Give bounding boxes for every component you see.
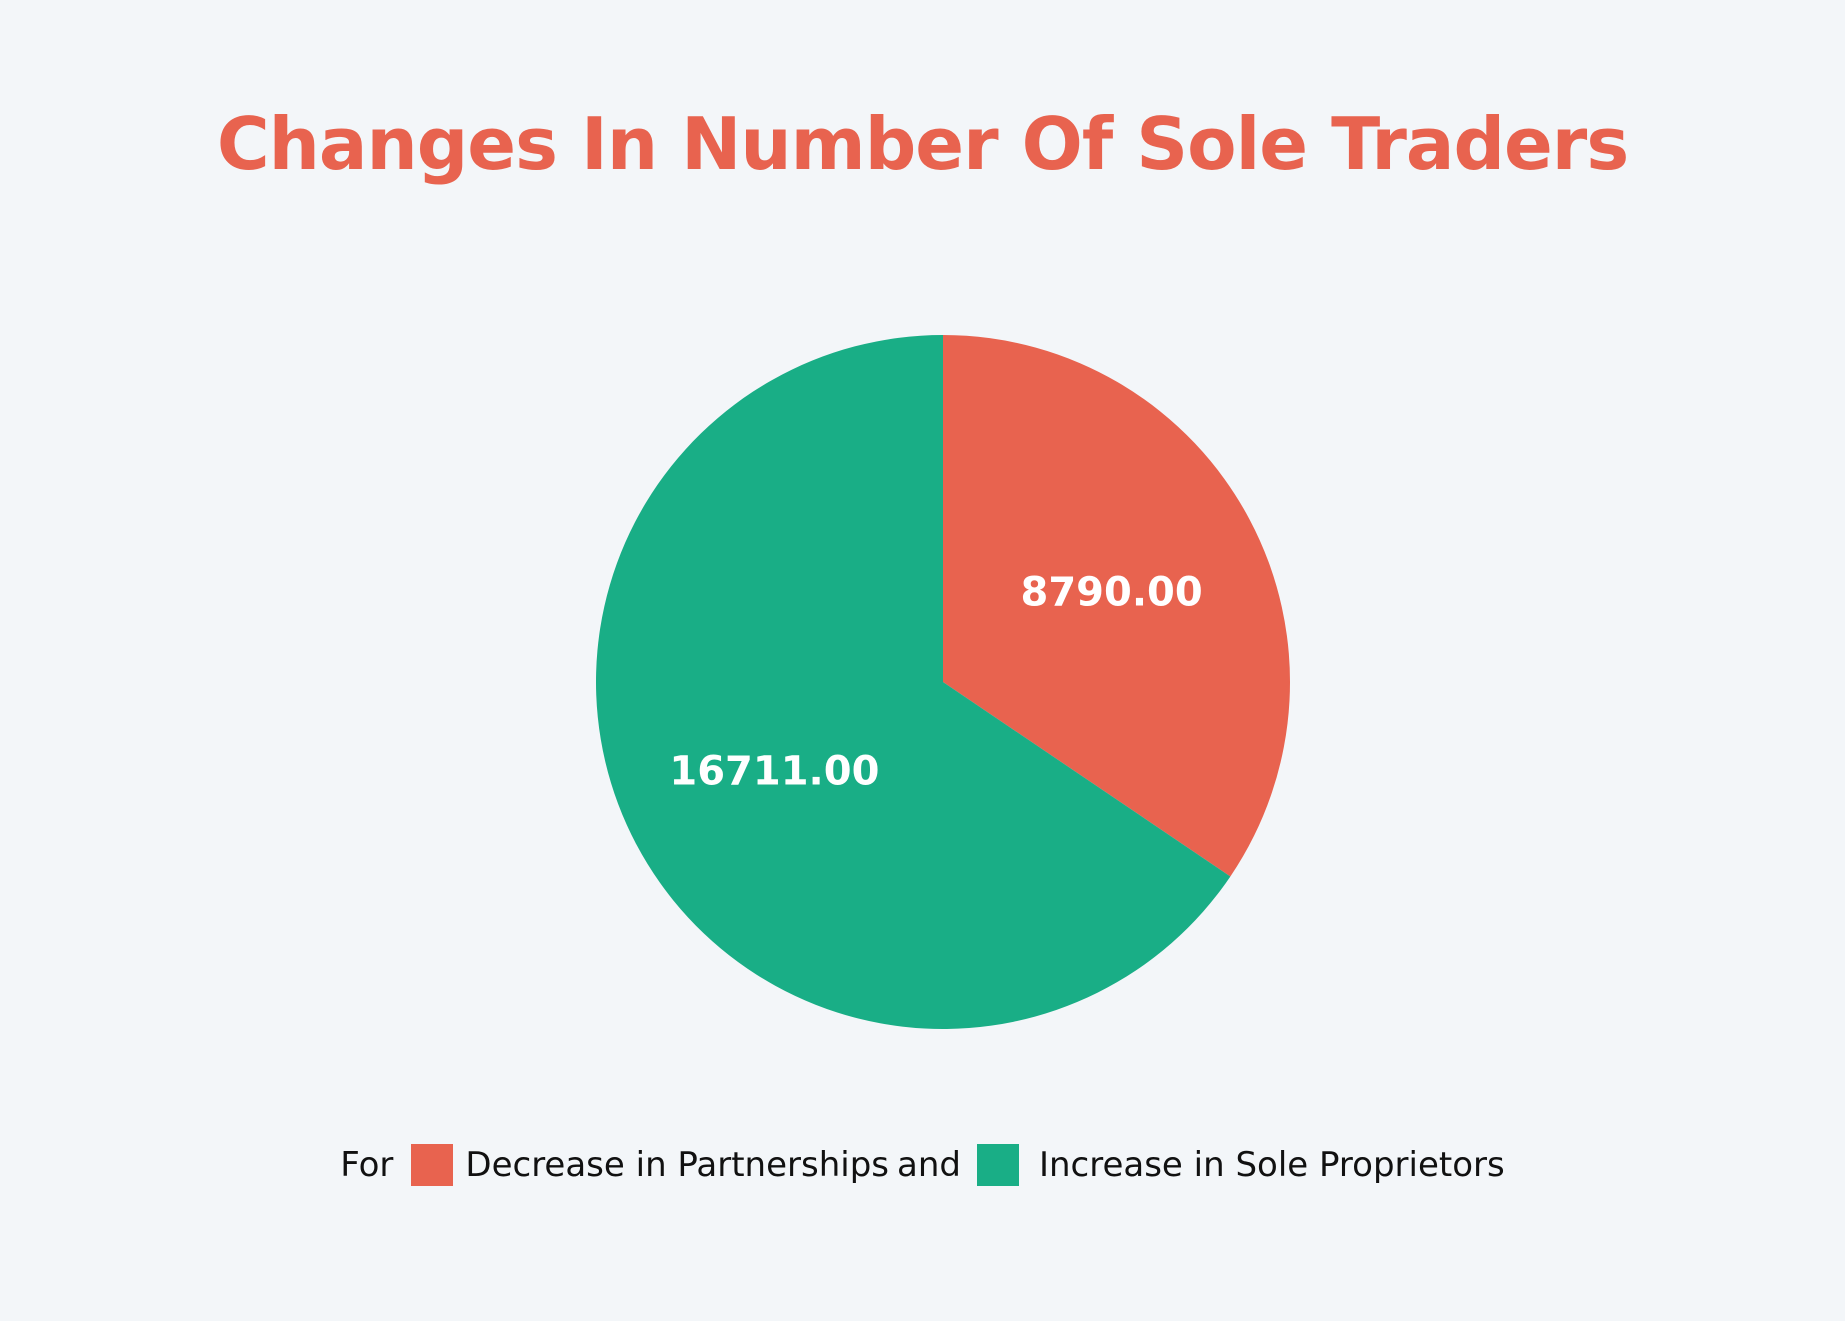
- slice-label-increase-in-sole-proprietors: 16711.00: [669, 748, 879, 794]
- chart-title: Changes In Number Of Sole Traders: [216, 102, 1629, 186]
- legend-prefix: For: [340, 1145, 394, 1185]
- legend-joiner: and: [897, 1145, 961, 1185]
- legend-swatch-decrease-in-partnerships: [411, 1144, 454, 1186]
- legend-item-increase-in-sole-proprietors[interactable]: Increase in Sole Proprietors: [976, 1144, 1505, 1186]
- pie-slice-increase-in-sole-proprietors[interactable]: [595, 335, 1231, 1029]
- legend-label-decrease-in-partnerships: Decrease in Partnerships: [465, 1145, 889, 1185]
- legend: For Decrease in Partnerships and Increas…: [0, 1143, 1845, 1187]
- slice-label-decrease-in-partnerships: 8790.00: [1020, 570, 1202, 616]
- legend-item-decrease-in-partnerships[interactable]: Decrease in Partnerships: [411, 1144, 889, 1186]
- legend-label-increase-in-sole-proprietors: Increase in Sole Proprietors: [1038, 1145, 1505, 1185]
- legend-swatch-increase-in-sole-proprietors: [976, 1144, 1019, 1186]
- pie-slice-decrease-in-partnerships[interactable]: [943, 335, 1290, 877]
